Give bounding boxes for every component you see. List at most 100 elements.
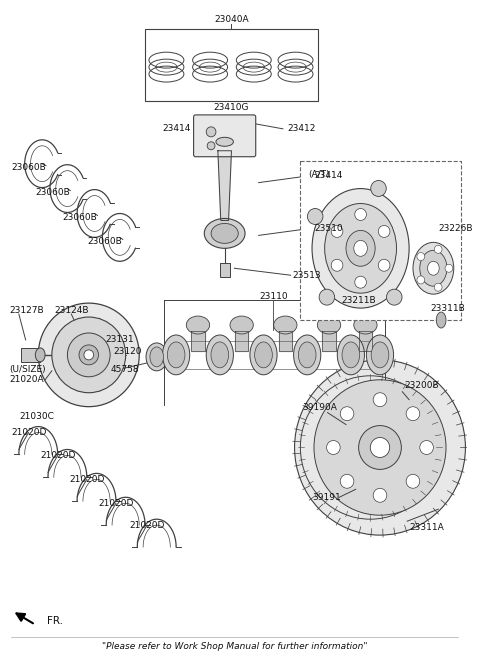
Ellipse shape [163, 335, 190, 375]
Ellipse shape [317, 316, 341, 334]
Ellipse shape [146, 343, 168, 371]
Text: 23414: 23414 [314, 171, 342, 180]
Text: 23200B: 23200B [404, 381, 439, 390]
Circle shape [340, 407, 354, 420]
Text: FR.: FR. [47, 616, 63, 626]
Ellipse shape [299, 342, 316, 368]
Text: 23110: 23110 [259, 292, 288, 300]
Polygon shape [359, 331, 372, 351]
Ellipse shape [366, 335, 394, 375]
Ellipse shape [428, 261, 439, 276]
Circle shape [378, 259, 390, 271]
Text: 21020A: 21020A [9, 375, 44, 384]
Circle shape [378, 226, 390, 237]
Ellipse shape [255, 342, 272, 368]
Circle shape [52, 317, 126, 393]
Text: (A/T): (A/T) [308, 170, 330, 179]
Polygon shape [218, 151, 231, 220]
Text: 23410G: 23410G [214, 104, 249, 112]
Text: 23060B: 23060B [36, 188, 70, 197]
Ellipse shape [342, 342, 360, 368]
Circle shape [420, 441, 433, 455]
Ellipse shape [312, 188, 409, 308]
Circle shape [79, 345, 98, 365]
Ellipse shape [413, 242, 454, 294]
Circle shape [406, 407, 420, 420]
Circle shape [67, 333, 110, 377]
Text: 23060B: 23060B [88, 237, 122, 246]
Ellipse shape [216, 137, 233, 146]
Circle shape [373, 488, 387, 502]
Text: 21020D: 21020D [40, 451, 75, 460]
Ellipse shape [36, 348, 45, 362]
Ellipse shape [337, 335, 364, 375]
Ellipse shape [150, 347, 164, 367]
Text: 21020D: 21020D [69, 475, 105, 484]
Circle shape [295, 360, 466, 535]
Circle shape [331, 259, 343, 271]
Polygon shape [278, 331, 292, 351]
Ellipse shape [274, 316, 297, 334]
Circle shape [319, 289, 335, 305]
Bar [300, 161, 461, 320]
Ellipse shape [186, 316, 210, 334]
Bar [21, 348, 40, 362]
Text: 23040A: 23040A [214, 15, 249, 24]
Ellipse shape [211, 342, 228, 368]
Text: 23120: 23120 [113, 348, 142, 356]
Circle shape [207, 142, 215, 150]
Text: "Please refer to Work Shop Manual for further information": "Please refer to Work Shop Manual for fu… [102, 642, 367, 651]
Ellipse shape [436, 312, 446, 328]
Ellipse shape [354, 240, 367, 256]
Circle shape [359, 426, 401, 470]
Text: 23131: 23131 [105, 335, 134, 344]
Bar [145, 30, 318, 101]
Circle shape [38, 303, 139, 407]
Text: 21020D: 21020D [130, 521, 165, 529]
Circle shape [355, 209, 366, 220]
Ellipse shape [294, 335, 321, 375]
Text: 23311A: 23311A [409, 523, 444, 531]
Text: 23211B: 23211B [341, 296, 376, 304]
Text: 23311B: 23311B [431, 304, 465, 313]
Text: 45758: 45758 [110, 365, 139, 375]
Ellipse shape [206, 335, 233, 375]
Circle shape [417, 253, 425, 260]
Circle shape [355, 276, 366, 288]
Circle shape [84, 350, 94, 360]
Ellipse shape [324, 203, 396, 293]
Circle shape [331, 226, 343, 237]
Text: 21030C: 21030C [19, 412, 54, 421]
Circle shape [445, 264, 453, 272]
Circle shape [406, 474, 420, 488]
Ellipse shape [168, 342, 185, 368]
Text: (U/SIZE): (U/SIZE) [9, 365, 46, 375]
Text: 39190A: 39190A [302, 403, 337, 412]
Text: 23510: 23510 [314, 224, 343, 233]
Circle shape [371, 180, 386, 196]
Ellipse shape [371, 342, 389, 368]
Ellipse shape [250, 335, 277, 375]
Circle shape [314, 380, 446, 515]
Circle shape [434, 245, 442, 253]
Polygon shape [235, 331, 249, 351]
Text: 23226B: 23226B [438, 224, 473, 233]
FancyBboxPatch shape [193, 115, 256, 157]
Ellipse shape [420, 251, 447, 286]
Text: 23412: 23412 [288, 125, 316, 133]
Circle shape [307, 209, 323, 224]
Text: 23127B: 23127B [9, 306, 44, 315]
Ellipse shape [211, 224, 238, 243]
Ellipse shape [354, 316, 377, 334]
Circle shape [326, 441, 340, 455]
Text: 23513: 23513 [293, 271, 321, 279]
Text: 23060B: 23060B [11, 163, 46, 172]
Polygon shape [191, 331, 205, 351]
Ellipse shape [346, 230, 375, 266]
Text: 23124B: 23124B [55, 306, 89, 315]
Ellipse shape [230, 316, 253, 334]
Circle shape [417, 276, 425, 284]
Ellipse shape [204, 218, 245, 249]
Circle shape [434, 283, 442, 291]
Text: 39191: 39191 [312, 493, 341, 502]
